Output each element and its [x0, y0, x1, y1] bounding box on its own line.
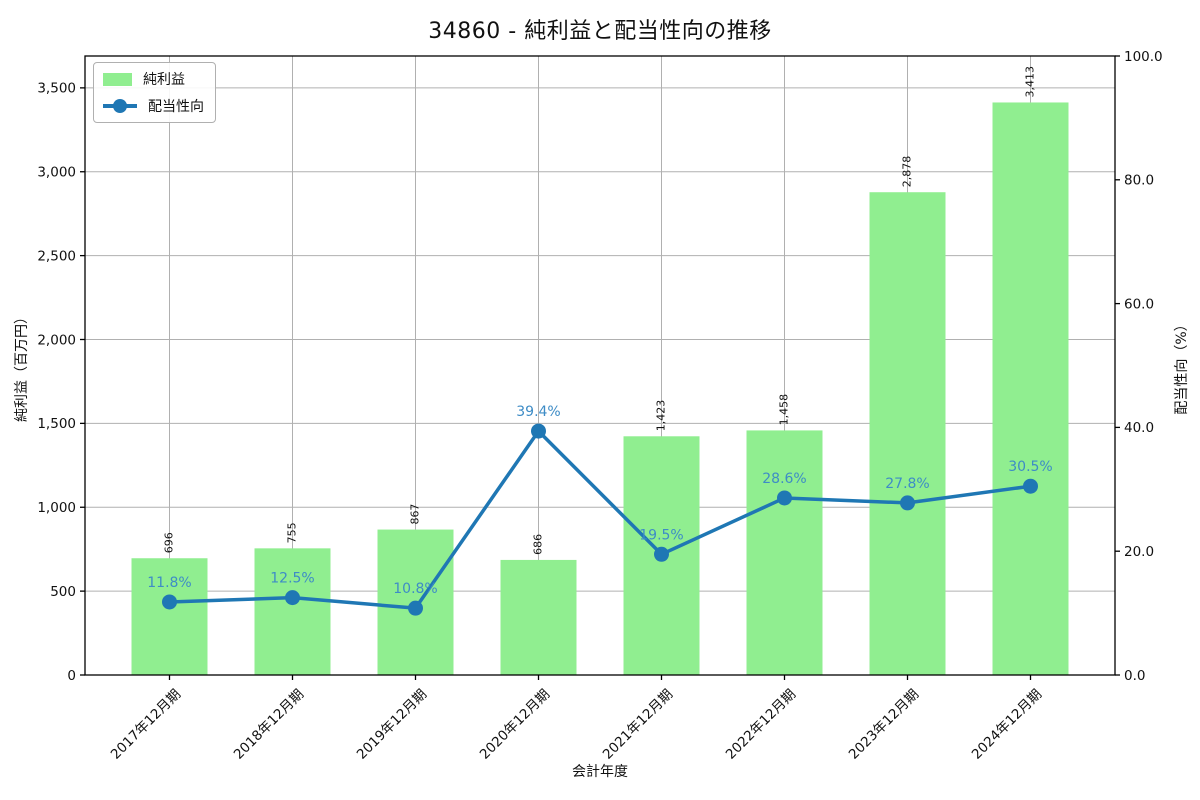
right-tick-label: 60.0 [1124, 296, 1154, 312]
marker-dot-icon [113, 99, 127, 114]
left-axis-title: 純利益（百万円） [14, 310, 30, 422]
line-marker-2024年12月期 [1023, 478, 1038, 494]
bar-value-label: 755 [286, 522, 299, 543]
bar-value-label: 2,878 [901, 156, 914, 188]
chart-title: 34860 - 純利益と配当性向の推移 [428, 19, 772, 44]
bar-2024年12月期 [992, 102, 1069, 676]
bar-value-label: 1,423 [655, 400, 668, 432]
left-tick-label: 0 [67, 668, 76, 684]
right-tick-label: 80.0 [1124, 173, 1154, 189]
payout-ratio-label: 19.5% [639, 527, 683, 543]
bar-value-label: 3,413 [1024, 66, 1037, 98]
x-tick-label: 2022年12月期 [723, 686, 799, 762]
bar-value-label: 696 [163, 532, 176, 553]
payout-ratio-label: 28.6% [762, 471, 806, 487]
payout-ratio-label: 30.5% [1008, 459, 1052, 475]
payout-ratio-label: 27.8% [885, 476, 929, 492]
right-tick-label: 0.0 [1124, 668, 1145, 684]
bar-2020年12月期 [500, 559, 577, 675]
left-tick-label: 2,500 [37, 248, 76, 264]
line-marker-2018年12月期 [285, 590, 300, 606]
plot-border [84, 55, 1116, 676]
line-swatch-icon [103, 99, 137, 114]
legend-item-net-profit: 純利益 [103, 69, 204, 89]
left-tick-label: 1,500 [37, 416, 76, 432]
right-tick-label: 20.0 [1124, 544, 1154, 560]
x-tick-label: 2019年12月期 [354, 686, 430, 762]
legend-label-net-profit: 純利益 [143, 72, 185, 88]
x-tick-label: 2018年12月期 [231, 686, 307, 762]
payout-ratio-label: 10.8% [393, 581, 437, 597]
right-tick-label: 40.0 [1124, 420, 1154, 436]
right-axis-title: 配当性向（%） [1174, 317, 1190, 415]
right-tick-label: 100.0 [1124, 49, 1163, 65]
line-marker-2023年12月期 [900, 495, 915, 511]
legend: 純利益 配当性向 [93, 62, 216, 123]
payout-ratio-label: 39.4% [516, 404, 560, 420]
bar-2022年12月期 [746, 430, 823, 675]
bar-2023年12月期 [869, 192, 946, 675]
line-marker-2021年12月期 [654, 546, 669, 562]
line-marker-2017年12月期 [162, 594, 177, 610]
left-tick-label: 3,000 [37, 165, 76, 181]
bar-value-label: 867 [409, 504, 422, 525]
x-tick-label: 2020年12月期 [477, 686, 553, 762]
bar-2018年12月期 [254, 548, 331, 675]
left-tick-label: 2,000 [37, 332, 76, 348]
payout-ratio-label: 11.8% [147, 575, 191, 591]
bar-value-label: 1,458 [778, 394, 791, 426]
x-tick-label: 2023年12月期 [846, 686, 922, 762]
left-tick-label: 1,000 [37, 500, 76, 516]
left-tick-label: 500 [50, 584, 76, 600]
left-tick-label: 3,500 [37, 81, 76, 97]
payout-ratio-label: 12.5% [270, 571, 314, 587]
x-axis-title: 会計年度 [572, 764, 628, 780]
x-tick-label: 2024年12月期 [969, 686, 1045, 762]
x-tick-label: 2021年12月期 [600, 686, 676, 762]
bar-swatch-icon [103, 72, 132, 86]
legend-label-payout-ratio: 配当性向 [148, 99, 204, 115]
legend-item-payout-ratio: 配当性向 [103, 96, 204, 116]
bar-2017年12月期 [131, 558, 208, 675]
bar-value-label: 686 [532, 534, 545, 555]
line-marker-2022年12月期 [777, 490, 792, 506]
line-marker-2020年12月期 [531, 423, 546, 439]
payout-ratio-line [167, 429, 1033, 610]
x-tick-label: 2017年12月期 [108, 686, 184, 762]
line-marker-2019年12月期 [408, 600, 423, 616]
